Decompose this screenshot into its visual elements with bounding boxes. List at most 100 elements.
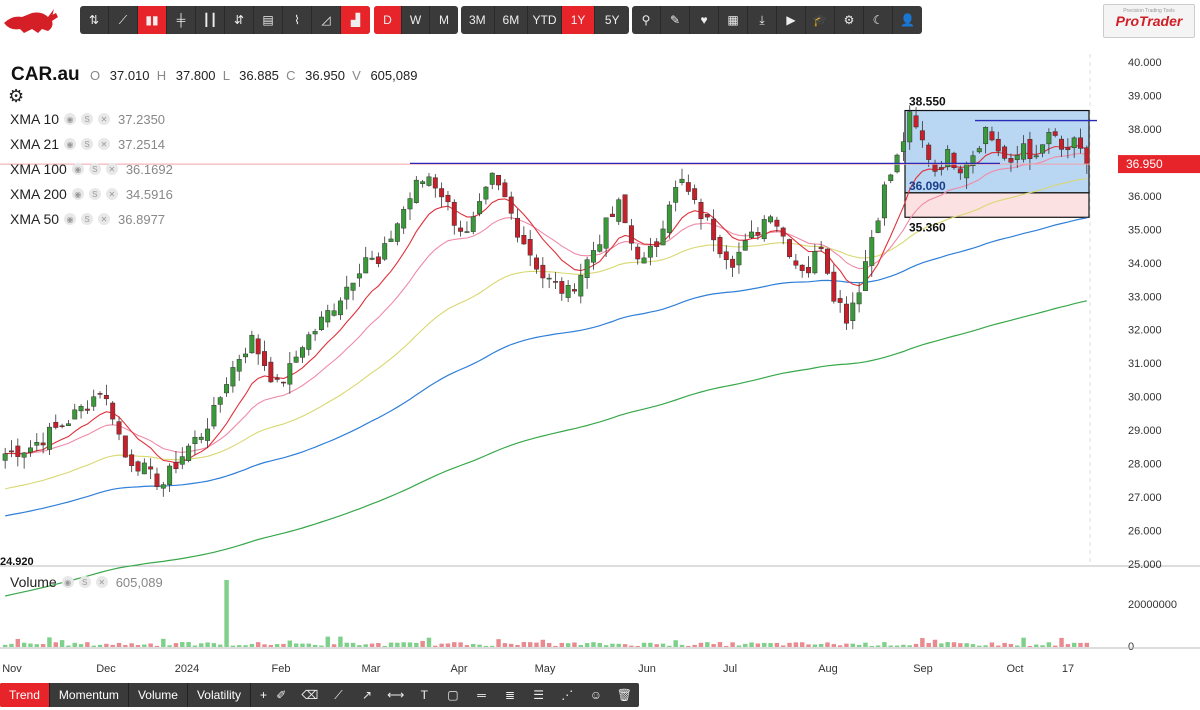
volume-bar [243,645,248,647]
range-button-ytd[interactable]: YTD [528,6,562,34]
volume-bar [458,642,463,647]
interval-button-w[interactable]: W [402,6,430,34]
candle [945,145,951,171]
y-tick-label: 31.000 [1128,358,1162,370]
volume-bar [869,645,874,647]
text-icon[interactable]: T [420,688,428,702]
eye-icon[interactable]: ◉ [64,213,77,225]
close-icon[interactable]: ✕ [105,188,118,200]
y-tick-label: 38.000 [1128,124,1162,136]
volume-bar [363,644,368,647]
ray-icon[interactable]: ⋰ [561,688,574,702]
bottom-tab-momentum[interactable]: Momentum [50,683,129,707]
eye-icon[interactable]: ◉ [71,163,84,175]
range-button-6m[interactable]: 6M [495,6,529,34]
search-icon[interactable]: ⚲ [632,6,661,34]
settings-icon[interactable]: ⚙ [835,6,864,34]
volume-bar [376,642,381,647]
volume-bar [635,645,640,647]
close-icon[interactable]: ✕ [98,213,111,225]
range-button-5y[interactable]: 5Y [604,13,620,27]
column-icon[interactable]: ▟ [341,6,370,34]
volume-bar [66,645,71,647]
measure-icon[interactable]: ⟷ [387,688,405,702]
rectangle-icon[interactable]: ▢ [447,688,459,702]
close-icon[interactable]: ✕ [98,113,111,125]
candle [217,396,223,413]
volume-bar [818,643,824,647]
protrader-brand[interactable]: Precision Trading Tools ProTrader [1103,4,1195,38]
close-icon[interactable]: ✕ [95,576,108,588]
user-icon[interactable]: 👤 [900,13,915,27]
candle [413,176,419,204]
range-button-3m[interactable]: 3M [461,6,495,34]
candle [666,201,672,239]
emoji-icon[interactable]: ☺ [589,688,602,702]
s-icon[interactable]: S [78,576,91,588]
horizontal-line-icon[interactable]: ═ [477,688,486,702]
close-icon[interactable]: ✕ [98,138,111,150]
candle-icon[interactable]: ▮▮ [138,6,167,34]
kagi-icon[interactable]: ⌇ [283,6,312,34]
trash-icon[interactable]: 🗑 [616,688,633,702]
range-button-1y[interactable]: 1Y [561,6,596,34]
candle [508,191,514,220]
trend-line-icon[interactable]: ⟋ [334,687,343,702]
candle [65,420,71,427]
s-icon[interactable]: S [81,213,94,225]
close-icon[interactable]: ✕ [105,163,118,175]
area-icon[interactable]: ◿ [312,6,341,34]
heikin-ashi-icon[interactable]: ⇵ [225,6,254,34]
candle [255,334,261,365]
interval-button-d[interactable]: D [374,6,402,34]
eye-icon[interactable]: ◉ [61,576,74,588]
moon-icon[interactable]: ☾ [864,6,893,34]
s-icon[interactable]: S [81,113,94,125]
volume-bar [1065,644,1071,647]
interval-button-m[interactable]: M [439,13,449,27]
fib-icon[interactable]: ≣ [505,688,516,702]
x-tick-label: Nov [2,663,22,675]
candle [9,440,14,458]
eye-icon[interactable]: ◉ [71,188,84,200]
gear-icon[interactable]: ⚙ [8,86,25,106]
volume-bar [325,636,330,647]
bottom-tab-trend[interactable]: Trend [0,683,50,707]
graduation-cap-icon[interactable]: 🎓 [806,6,835,34]
magic-wand-icon[interactable]: ✎ [661,6,690,34]
play-icon[interactable]: ▶ [777,6,806,34]
ohlc-bar-icon[interactable]: ╪ [167,6,196,34]
volume-bar [85,642,90,647]
bottom-tab-volume[interactable]: Volume [129,683,188,707]
renko-icon[interactable]: ▤ [254,6,283,34]
volume-bar [882,642,887,647]
volume-bar [730,642,735,647]
download-icon[interactable]: ⤓ [748,6,777,34]
s-icon[interactable]: S [88,188,101,200]
candle [717,234,723,258]
bottom-tab-volatility[interactable]: Volatility [188,683,251,707]
indicator-tabs: Trend Momentum Volume Volatility + [0,683,278,707]
eye-icon[interactable]: ◉ [64,138,77,150]
pencil-icon[interactable]: ✐ [276,688,287,702]
candle [976,145,982,154]
candle [957,165,963,180]
s-icon[interactable]: S [81,138,94,150]
candle [350,282,356,301]
candle [407,192,413,221]
candle [609,206,615,217]
candle [869,229,875,277]
s-icon[interactable]: S [88,163,101,175]
channel-icon[interactable]: ☰ [533,688,545,702]
eraser-icon[interactable]: ⌫ [301,688,319,702]
table-icon[interactable]: ▦ [719,6,748,34]
hollow-candle-icon[interactable]: ⇅ [80,6,109,34]
price-chart[interactable]: 40.00039.00038.00037.00036.00035.00034.0… [0,40,1200,680]
arrow-icon[interactable]: ↗ [362,688,373,702]
line-icon[interactable]: ⟋ [109,6,138,34]
eye-icon[interactable]: ◉ [64,113,77,125]
heart-icon[interactable]: ♥ [690,6,719,34]
hl-bar-icon[interactable]: ┃┃ [196,6,225,34]
range-toolbar: 3M 6M YTD 1Y 5Y [461,6,629,34]
candle [761,215,767,242]
